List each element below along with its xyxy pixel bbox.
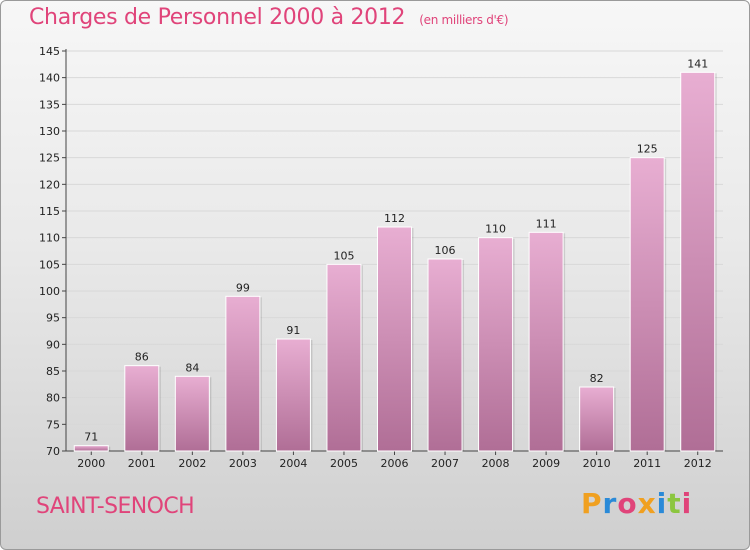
data-label: 141 (687, 57, 708, 70)
data-label: 110 (485, 223, 506, 236)
y-tick-label: 70 (46, 445, 60, 458)
y-tick-label: 115 (39, 205, 60, 218)
bar (377, 226, 412, 452)
x-tick-label: 2005 (330, 457, 358, 470)
data-label: 82 (590, 372, 604, 385)
chart-subtitle: (en milliers d'€) (419, 13, 509, 27)
data-label: 105 (333, 249, 354, 262)
x-tick-label: 2002 (178, 457, 206, 470)
bar (528, 231, 564, 452)
y-tick-label: 125 (39, 152, 60, 165)
y-tick-label: 145 (39, 45, 60, 58)
x-tick-label: 2004 (279, 457, 307, 470)
bar (73, 445, 109, 452)
bar (629, 157, 665, 452)
bar (326, 263, 362, 452)
x-tick-label: 2012 (684, 457, 712, 470)
bars (73, 71, 717, 452)
bar (427, 258, 463, 452)
brand-logo: Proxiti (581, 487, 692, 520)
chart-title-text: Charges de Personnel 2000 à 2012 (29, 5, 406, 30)
brand-letter: i (656, 487, 668, 520)
bar (225, 295, 261, 452)
data-label: 106 (435, 244, 456, 257)
x-tick-label: 2008 (482, 457, 510, 470)
y-tick-label: 100 (39, 285, 60, 298)
data-label: 71 (84, 431, 98, 444)
bar (275, 338, 311, 452)
data-label: 84 (185, 361, 199, 374)
x-tick-label: 2006 (381, 457, 409, 470)
x-tick-label: 2011 (633, 457, 661, 470)
data-label: 86 (135, 351, 149, 364)
y-tick-label: 120 (39, 178, 60, 191)
x-tick-label: 2007 (431, 457, 459, 470)
y-tick-label: 140 (39, 72, 60, 85)
brand-letter: o (617, 487, 638, 520)
x-tick-label: 2009 (532, 457, 560, 470)
bar (680, 71, 716, 452)
y-tick-label: 75 (46, 418, 60, 431)
bar (124, 365, 160, 452)
brand-letter: t (667, 487, 682, 520)
brand-letter: i (681, 487, 693, 520)
y-tick-label: 130 (39, 125, 60, 138)
x-tick-label: 2001 (128, 457, 156, 470)
y-tick-label: 110 (39, 232, 60, 245)
brand-letter: x (637, 487, 657, 520)
y-tick-label: 95 (46, 312, 60, 325)
y-tick-label: 105 (39, 258, 60, 271)
data-label: 111 (536, 217, 557, 230)
bar (579, 386, 615, 452)
chart-title: Charges de Personnel 2000 à 2012 (en mill… (29, 5, 509, 30)
data-label: 91 (286, 324, 300, 337)
data-label: 125 (637, 143, 658, 156)
x-tick-label: 2010 (583, 457, 611, 470)
bar (478, 237, 514, 452)
x-tick-label: 2003 (229, 457, 257, 470)
y-tick-label: 135 (39, 98, 60, 111)
brand-letter: P (581, 487, 603, 520)
bar (174, 375, 210, 452)
y-tick-label: 85 (46, 365, 60, 378)
brand-letter: r (602, 487, 618, 520)
y-tick-label: 90 (46, 338, 60, 351)
labels: 2000 71 2001 86 2002 84 2003 99 2004 91 2005 105 200… (77, 57, 711, 470)
data-label: 112 (384, 212, 405, 225)
x-tick-label: 2000 (77, 457, 105, 470)
town-name: SAINT-SENOCH (36, 494, 195, 519)
y-tick-label: 80 (46, 392, 60, 405)
data-label: 99 (236, 281, 250, 294)
